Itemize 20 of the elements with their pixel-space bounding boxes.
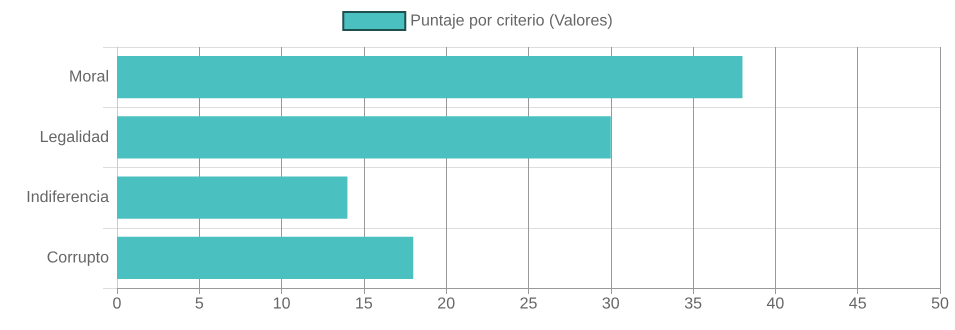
bar (117, 176, 348, 219)
bar (117, 56, 742, 98)
y-tick-label: Legalidad (40, 128, 109, 146)
bar (117, 236, 414, 279)
x-tick-label: 45 (848, 296, 867, 312)
y-tick-label: Moral (68, 68, 109, 86)
x-tick-label: 40 (766, 296, 784, 312)
legend-label: Puntaje por criterio (Valores) (410, 12, 613, 30)
x-tick-label: 5 (194, 296, 204, 312)
x-tick-label: 35 (684, 296, 702, 312)
x-tick-label: 0 (112, 296, 122, 312)
x-tick-label: 50 (931, 296, 949, 312)
x-tick-label: 15 (355, 296, 373, 312)
bar (117, 116, 611, 158)
x-tick-label: 30 (602, 296, 620, 312)
x-tick-label: 25 (520, 296, 538, 312)
x-tick-label: 20 (437, 296, 456, 312)
y-tick-label: Indiferencia (26, 189, 110, 206)
y-tick-label: Corrupto (46, 249, 110, 266)
x-tick-label: 10 (272, 296, 291, 312)
